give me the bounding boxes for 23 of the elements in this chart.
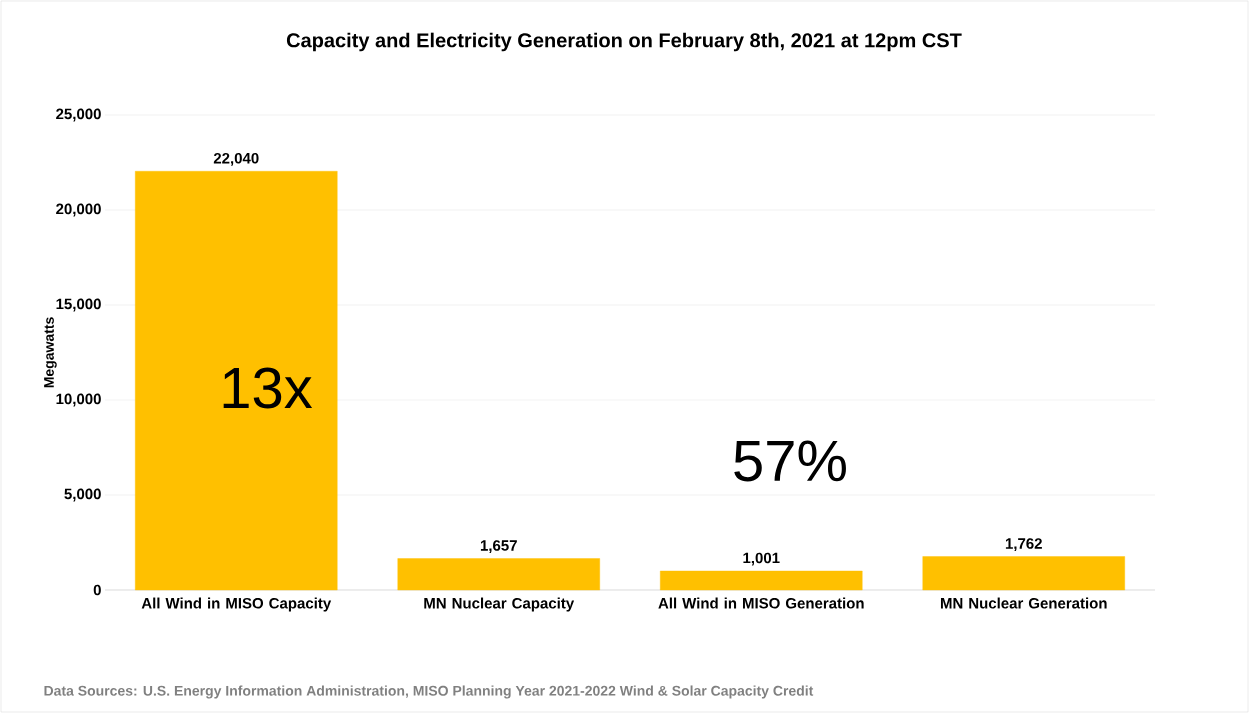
data-label: 1,762 — [1005, 538, 1042, 551]
x-tick-label: All Wind in MISO Generation — [658, 597, 864, 609]
annotation: 57% — [734, 440, 846, 482]
text: Data Sources: U.S. Energy Information Administration, MISO Planning Year 2021-2022 Wind & Solar Capacity Credit — [44, 685, 814, 699]
x-tick-label: MN Nuclear Capacity — [424, 597, 575, 612]
bar — [135, 171, 338, 591]
x-tick-label: All Wind in MISO Capacity — [141, 597, 332, 612]
y-axis-title: Megawatts — [44, 317, 57, 388]
data-label: 1,657 — [480, 540, 517, 553]
annotation: 13x — [223, 367, 313, 409]
data-label: 22,040 — [213, 152, 259, 166]
bar — [397, 558, 600, 591]
data-label: 1,001 — [743, 552, 780, 566]
y-tick-label: 0 — [93, 584, 101, 596]
y-tick-label: 25,000 — [56, 108, 101, 122]
x-tick-label: MN Nuclear Generation — [940, 597, 1107, 609]
chart-title: Capacity and Electricity Generation on February 8th, 2021 at 12pm CST — [286, 32, 962, 52]
bar — [660, 570, 863, 591]
bar — [922, 556, 1125, 591]
y-tick-label: 10,000 — [56, 393, 101, 407]
y-tick-label: 20,000 — [56, 203, 101, 217]
y-tick-label: 15,000 — [56, 298, 101, 312]
y-tick-label: 5,000 — [64, 488, 101, 502]
